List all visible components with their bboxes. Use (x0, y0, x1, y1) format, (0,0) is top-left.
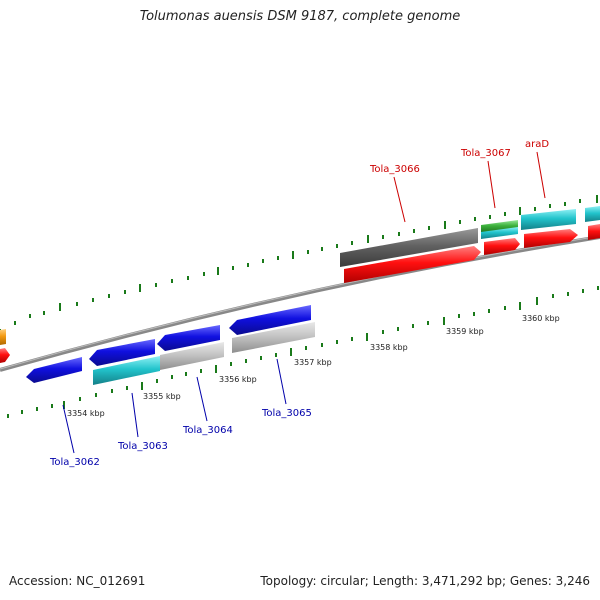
forward-strand-genes (0, 206, 600, 363)
leader-line (276, 358, 287, 405)
gene-label-arad[interactable]: araD (525, 139, 549, 150)
gene-arrow[interactable] (232, 322, 315, 353)
gene-label-tola-3065[interactable]: Tola_3065 (261, 408, 312, 419)
leader-line (393, 176, 406, 223)
kbp-label-3358: 3358 kbp (370, 343, 408, 352)
leader-line (196, 376, 208, 422)
gene-arrow[interactable] (521, 209, 576, 230)
genome-backbone-highlight (0, 235, 600, 370)
reverse-strand-genes (26, 305, 315, 385)
leader-line (131, 392, 139, 438)
gene-arrow[interactable] (93, 356, 160, 385)
gene-label-tola-3062[interactable]: Tola_3062 (49, 457, 100, 468)
gene-label-tola-3066[interactable]: Tola_3066 (369, 164, 420, 175)
leader-line (62, 404, 75, 454)
kbp-label-3356: 3356 kbp (219, 375, 257, 384)
kbp-label-3357: 3357 kbp (294, 358, 332, 367)
gene-arrow[interactable] (160, 342, 224, 370)
gene-arrow[interactable] (481, 227, 518, 239)
leader-line (487, 160, 496, 209)
kbp-label-3355: 3355 kbp (143, 392, 181, 401)
gene-arrow[interactable] (585, 206, 600, 222)
upper-tick-track (0, 195, 598, 333)
kbp-label-3360: 3360 kbp (522, 314, 560, 323)
gene-arrow[interactable] (157, 325, 220, 351)
gene-arrow[interactable] (0, 348, 10, 363)
gene-arrow[interactable] (89, 339, 155, 366)
gene-label-tola-3063[interactable]: Tola_3063 (117, 441, 168, 452)
gene-arrow[interactable] (344, 246, 481, 283)
gene-label-tola-3067[interactable]: Tola_3067 (460, 148, 511, 159)
leader-line (536, 151, 546, 199)
genome-backbone (0, 235, 600, 372)
gene-label-tola-3064[interactable]: Tola_3064 (182, 425, 233, 436)
map-title: Tolumonas auensis DSM 9187, complete gen… (139, 9, 461, 24)
gene-arrow[interactable] (26, 357, 82, 383)
gene-arrow[interactable] (481, 220, 518, 233)
genome-summary: Topology: circular; Length: 3,471,292 bp… (260, 574, 590, 588)
gene-arrow[interactable] (484, 238, 520, 255)
gene-arrow[interactable] (0, 329, 6, 345)
gene-arrow[interactable] (588, 224, 600, 240)
gene-arrow[interactable] (524, 229, 578, 248)
gene-arrow[interactable] (340, 228, 478, 267)
kbp-label-3359: 3359 kbp (446, 327, 484, 336)
accession-text: Accession: NC_012691 (9, 574, 146, 588)
kbp-label-3354: 3354 kbp (67, 409, 105, 418)
gene-arrow[interactable] (229, 305, 311, 335)
